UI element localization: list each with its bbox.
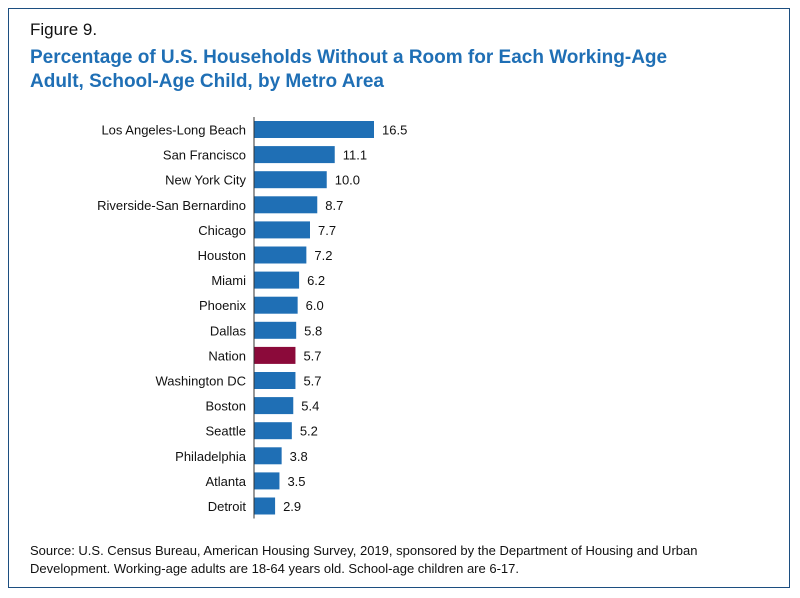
bar <box>254 422 292 440</box>
bar-group: Nation 5.7 <box>208 346 322 364</box>
category-label: Houston <box>198 248 246 263</box>
value-label: 5.4 <box>301 399 319 414</box>
bar <box>254 296 298 314</box>
value-label: 6.0 <box>306 298 324 313</box>
bar-group: Chicago 7.7 <box>198 221 336 239</box>
figure-frame <box>8 8 790 588</box>
value-label: 5.7 <box>303 348 321 363</box>
bar-group: Los Angeles-Long Beach 16.5 <box>101 121 407 138</box>
bar-group: Philadelphia 3.8 <box>175 447 308 465</box>
bars-layer: Los Angeles-Long Beach 16.5 San Francisco 1… <box>97 121 407 515</box>
bar <box>254 497 276 515</box>
value-label: 11.1 <box>343 148 367 163</box>
bar <box>254 397 294 415</box>
bar <box>254 321 297 339</box>
value-label: 10.0 <box>335 173 360 188</box>
category-label: Philadelphia <box>175 449 247 464</box>
value-label: 2.9 <box>283 499 301 514</box>
category-label: New York City <box>165 173 246 188</box>
bar <box>254 221 310 239</box>
value-label: 8.7 <box>325 198 343 213</box>
category-label: Atlanta <box>206 474 247 489</box>
value-label: 5.2 <box>300 424 318 439</box>
value-label: 3.8 <box>290 449 308 464</box>
value-label: 5.7 <box>303 374 321 389</box>
bar <box>254 196 318 214</box>
value-label: 7.7 <box>318 223 336 238</box>
bar <box>254 121 374 138</box>
value-label: 3.5 <box>287 474 305 489</box>
chart-title: Percentage of U.S. Households Without a … <box>30 46 770 94</box>
chart-title-line-1: Percentage of U.S. Households Without a … <box>30 47 668 68</box>
bar-group: Seattle 5.2 <box>206 422 318 440</box>
category-label: Riverside-San Bernardino <box>97 198 246 213</box>
bar-group: Washington DC 5.7 <box>155 372 322 389</box>
category-label: Los Angeles-Long Beach <box>101 123 246 138</box>
bar <box>254 447 282 465</box>
source-note: Source: U.S. Census Bureau, American Hou… <box>30 543 698 576</box>
bar <box>254 346 296 364</box>
bar <box>254 146 335 164</box>
category-label: San Francisco <box>163 148 246 163</box>
bar-group: San Francisco 11.1 <box>163 146 367 164</box>
bar <box>254 246 307 264</box>
bar-group: Phoenix 6.0 <box>199 296 324 314</box>
category-label: Phoenix <box>199 298 246 313</box>
bar-group: Houston 7.2 <box>198 246 332 264</box>
bar-group: Boston 5.4 <box>206 397 319 415</box>
category-label: Dallas <box>210 323 247 338</box>
figure-label: Figure 9. <box>30 20 98 39</box>
category-label: Nation <box>208 348 246 363</box>
bar-group: Miami 6.2 <box>211 271 325 289</box>
chart-title-line-2: Adult, School-Age Child, by Metro Area <box>30 71 384 92</box>
bar <box>254 372 296 389</box>
category-label: Detroit <box>208 499 247 514</box>
bar-group: Riverside-San Bernardino 8.7 <box>97 196 343 214</box>
value-label: 7.2 <box>314 248 332 263</box>
value-label: 6.2 <box>307 273 325 288</box>
value-label: 5.8 <box>304 323 322 338</box>
bar-group: Atlanta 3.5 <box>206 472 306 490</box>
category-label: Miami <box>211 273 246 288</box>
category-label: Washington DC <box>155 374 246 389</box>
value-label: 16.5 <box>382 123 407 138</box>
bar <box>254 271 300 289</box>
bar <box>254 171 327 189</box>
bar-group: Dallas 5.8 <box>210 321 322 339</box>
bar-group: New York City 10.0 <box>165 171 360 189</box>
category-label: Seattle <box>206 424 246 439</box>
bar-group: Detroit 2.9 <box>208 497 301 515</box>
category-label: Boston <box>206 399 246 414</box>
bar <box>254 472 280 490</box>
category-label: Chicago <box>198 223 246 238</box>
